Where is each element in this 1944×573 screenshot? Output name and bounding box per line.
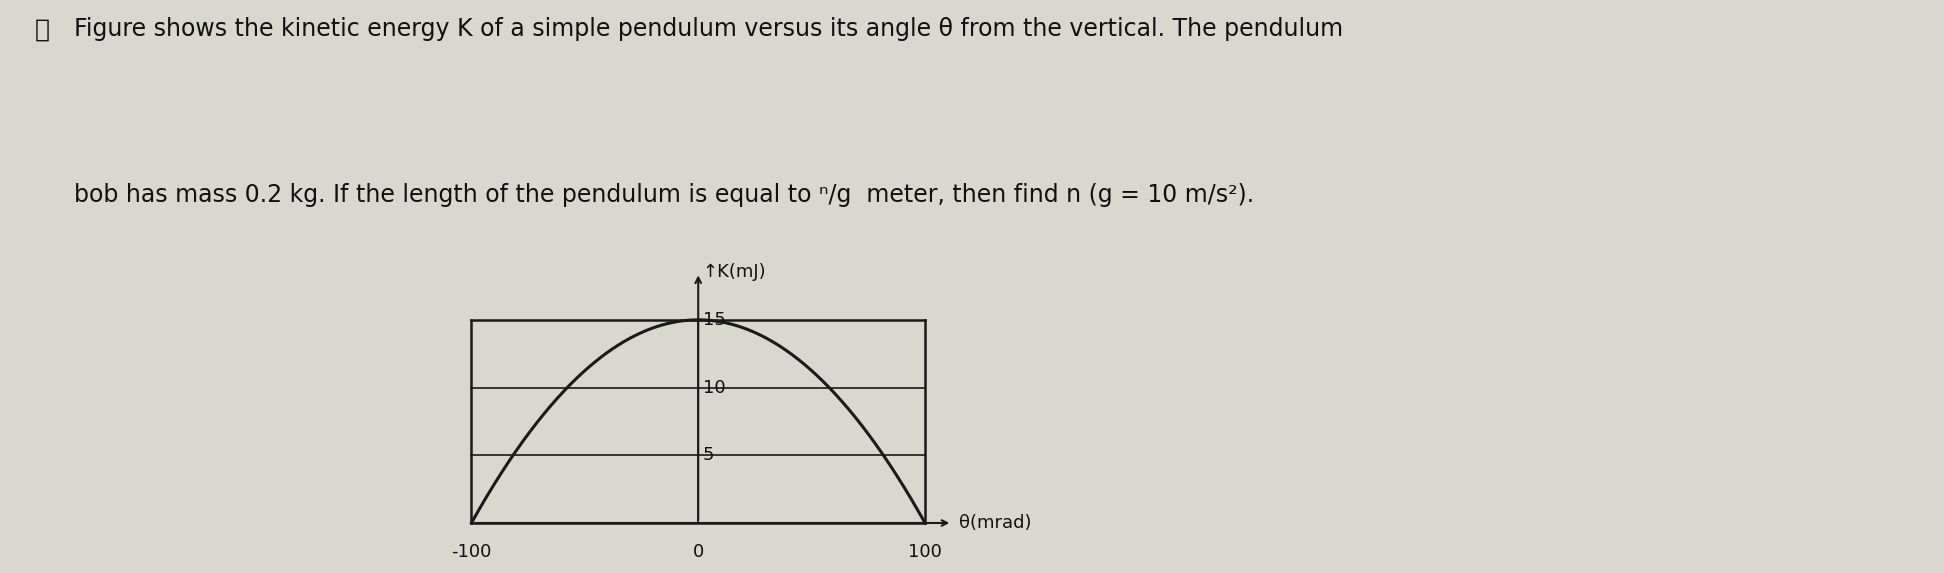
Text: θ(mrad): θ(mrad) (958, 514, 1032, 532)
Text: 0: 0 (692, 543, 704, 562)
Text: -100: -100 (451, 543, 492, 562)
Text: 5: 5 (704, 446, 713, 464)
Text: Figure shows the kinetic energy K of a simple pendulum versus its angle θ from t: Figure shows the kinetic energy K of a s… (74, 17, 1343, 41)
Text: 100: 100 (908, 543, 943, 562)
Text: 10: 10 (704, 379, 725, 397)
Text: bob has mass 0.2 kg. If the length of the pendulum is equal to ⁿ/g  meter, then : bob has mass 0.2 kg. If the length of th… (74, 183, 1254, 207)
Text: ⮩: ⮩ (35, 17, 51, 41)
Text: ↑K(mJ): ↑K(mJ) (704, 263, 766, 281)
Text: 15: 15 (704, 311, 725, 329)
